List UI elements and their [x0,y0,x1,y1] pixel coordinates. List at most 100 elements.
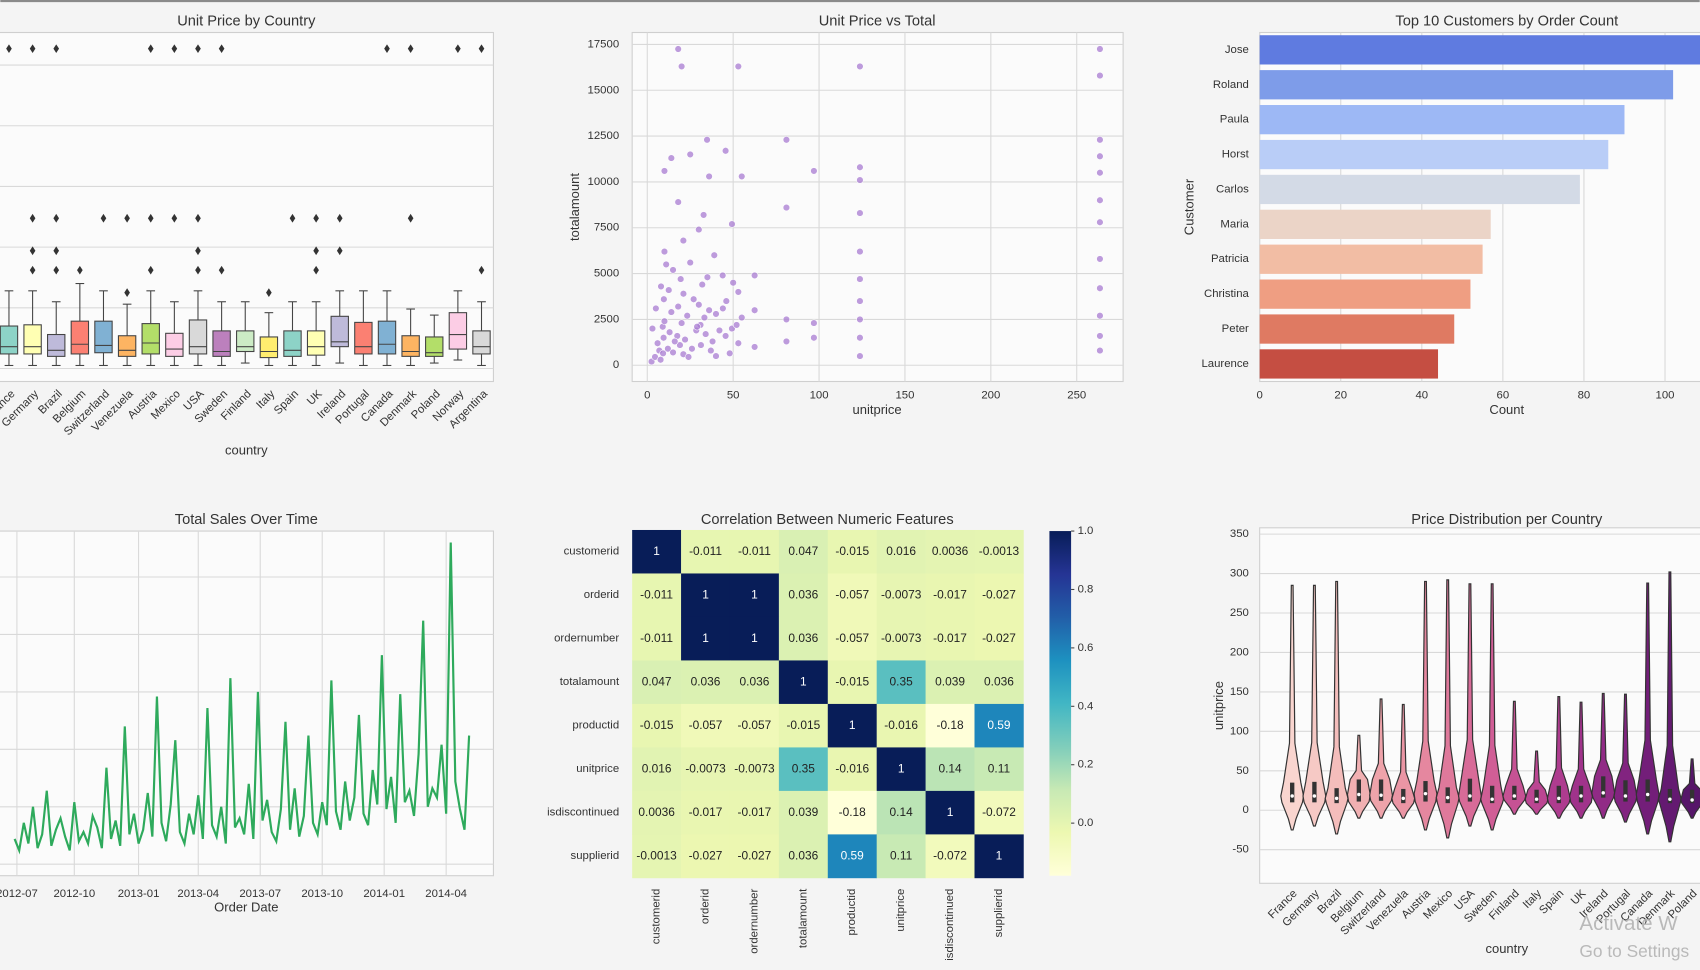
chart: 025005000750010000125002012-072012-10201… [0,512,494,915]
column-label: customerid [651,889,663,945]
outlier [29,44,36,53]
violin [1569,701,1594,819]
heatmap-cell [681,747,731,792]
violin-median [1379,793,1383,797]
cell-label: 0.35 [890,674,914,688]
colorbar-tick-label: 0.8 [1078,583,1094,595]
y-tick-label: 0 [613,359,619,371]
bar [1259,70,1674,100]
column-label: orderid [700,889,712,924]
y-tick-label: Peter [1222,323,1249,335]
bar [1259,314,1455,344]
heatmap-cell [729,790,780,835]
chart: 0 20 40 60 80 100 Jose Roland Paula Horst Carlos Ma… [1182,14,1700,417]
heatmap-cell [876,660,926,705]
box [236,330,255,353]
point [856,163,864,171]
point [782,203,791,212]
heatmap-cell [729,703,780,748]
heatmap-cell [632,529,682,574]
heatmap-cell [778,529,829,574]
violin [1346,734,1371,819]
heatmap-cell [827,747,878,792]
x-tick-label: 2014-01 [363,888,405,900]
violin-median [1290,794,1294,798]
box [330,315,349,348]
point [700,313,709,322]
x-tick-label: 40 [1415,390,1428,402]
cell-label: 0.036 [788,848,818,862]
x-tick-label: 2012-10 [53,888,95,900]
point [671,337,679,346]
column-label: supplierid [993,889,1005,938]
violin-median [1357,792,1361,797]
x-tick-label: 80 [1578,390,1591,402]
point [669,266,677,274]
violin [1480,583,1505,831]
heatmap-cell [974,834,1024,879]
outlier [289,213,296,223]
colorbar [1049,531,1072,876]
heatmap-cell [632,616,682,661]
y-tick-label: Patricia [1211,253,1250,265]
point [810,334,818,342]
cell-label: -0.011 [640,587,673,601]
point [674,302,682,311]
point [679,290,688,298]
point [729,279,737,287]
x-axis-label: Order Date [214,900,278,915]
box [425,336,444,357]
column-label: totalamount [797,888,809,948]
violin-median [1445,795,1450,800]
y-tick-label: 250 [1230,607,1249,619]
cell-label: 1 [947,805,954,819]
cell-label: 1 [751,587,758,601]
point [686,150,694,159]
heatmap-cell [681,790,731,835]
violin-median [1468,794,1472,798]
bar [1259,35,1700,65]
cell-label: 1 [898,761,905,775]
y-tick-label: Maria [1220,218,1249,230]
heatmap-cell [925,790,975,835]
outlier [218,44,225,53]
y-tick-label: Paula [1220,114,1250,126]
column-label: productid [846,889,858,936]
heatmap-cell [925,616,975,661]
x-tick-label: 200 [981,390,1000,402]
point [686,258,694,267]
outlier [77,265,83,275]
violin [1280,584,1305,831]
violin-median [1579,794,1583,798]
heatmap-cell [974,616,1024,661]
point [810,167,818,175]
activation-watermark: Activate W [1579,912,1678,935]
bar [1259,349,1439,379]
point [677,319,686,327]
heatmap-cell [778,834,829,879]
heatmap-cell [632,573,682,618]
violin-median [1645,792,1650,797]
heatmap-cell [681,834,731,879]
row-label: orderid [584,589,619,601]
outlier [313,246,319,256]
y-tick-label: 0 [1243,804,1249,816]
y-tick-label: Carlos [1216,183,1249,195]
violin [1657,571,1682,843]
point [652,304,660,313]
point [721,332,730,340]
heatmap-cell [974,703,1024,748]
heatmap-cell [632,747,682,792]
point [738,172,746,181]
y-tick-label: 300 [1230,568,1249,580]
x-tick-label: 100 [1656,390,1675,402]
point [657,282,665,291]
violin-median [1490,797,1494,801]
point [707,346,715,355]
point [712,310,720,318]
heatmap-cell [729,616,780,661]
point [1096,136,1104,144]
heatmap-cell [876,747,926,792]
x-tick-label: 50 [727,390,740,402]
